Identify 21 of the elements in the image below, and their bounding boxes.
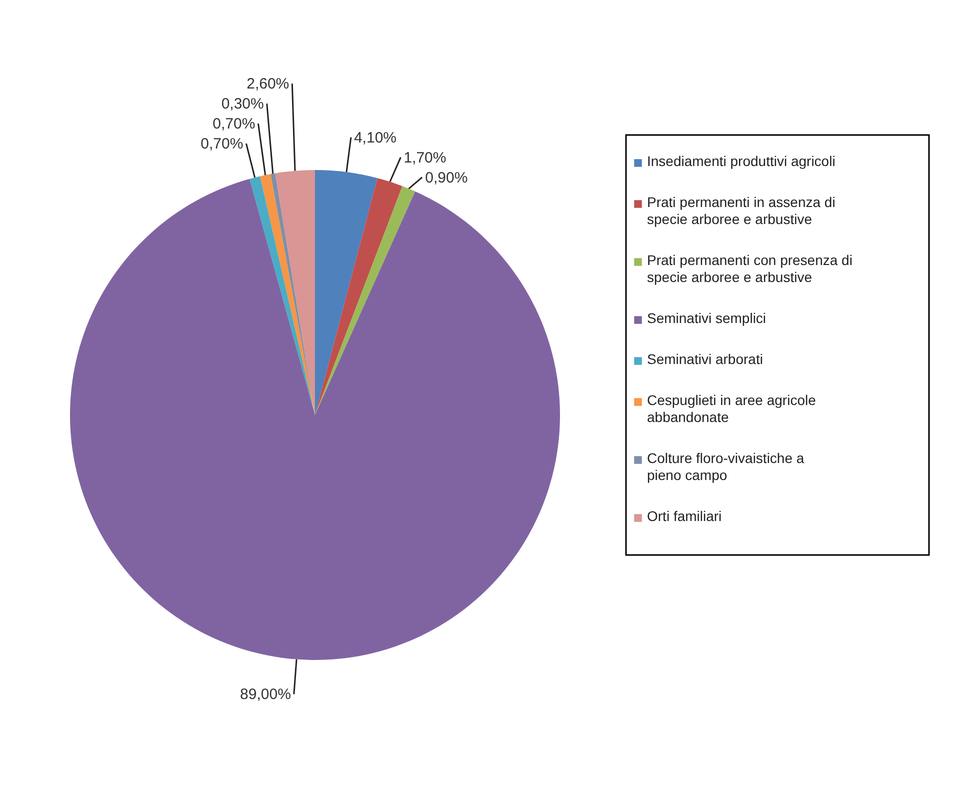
data-label: 2,60% xyxy=(246,76,290,93)
data-label: 89,00% xyxy=(240,686,291,704)
data-label: 0,90% xyxy=(425,169,468,186)
pie-slice xyxy=(250,176,315,415)
legend-label: Colture floro-vivaistiche a pieno campo xyxy=(647,450,804,483)
legend-label: Cespuglieti in aree agricole abbandonate xyxy=(647,392,816,425)
data-label: 0,30% xyxy=(221,96,264,113)
legend-label: Insediamenti produttivi agricoli xyxy=(647,153,836,169)
data-label: 0,70% xyxy=(212,116,256,133)
pie-slice xyxy=(315,186,416,415)
pie-slice xyxy=(260,174,315,415)
data-label: 4,10% xyxy=(354,129,397,146)
pie-slice xyxy=(315,170,378,415)
data-label: 1,70% xyxy=(404,149,446,166)
data-label: 0,70% xyxy=(200,136,244,153)
legend-label: Orti familiari xyxy=(647,508,722,524)
legend-label: Prati permanenti con presenza di specie arboree e arbustive xyxy=(647,252,852,285)
legend-label: Seminativi arborati xyxy=(647,351,763,367)
pie-slice xyxy=(315,178,402,415)
legend-label: Seminativi semplici xyxy=(647,310,766,326)
legend-label: Prati permanenti in assenza di specie arboree e arbustive xyxy=(647,194,836,227)
